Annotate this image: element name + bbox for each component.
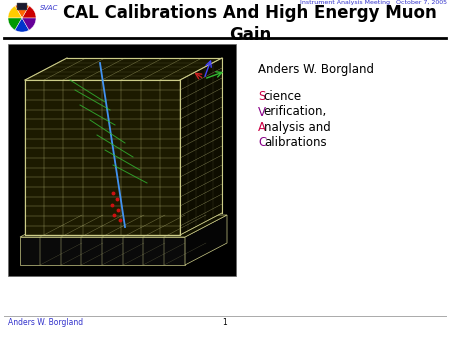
- Wedge shape: [22, 18, 36, 30]
- Bar: [25, 80, 180, 235]
- Text: S: S: [258, 90, 266, 103]
- Text: erification,: erification,: [264, 105, 327, 119]
- Bar: [20, 237, 185, 265]
- Text: Anders W. Borgland: Anders W. Borgland: [258, 63, 374, 76]
- Polygon shape: [185, 215, 227, 265]
- Wedge shape: [8, 6, 22, 18]
- Bar: [17, 3, 27, 10]
- Text: Instrument Analysis Meeting   October 7, 2005: Instrument Analysis Meeting October 7, 2…: [300, 0, 447, 5]
- Polygon shape: [25, 58, 222, 80]
- Text: C: C: [258, 137, 266, 149]
- Text: cience: cience: [264, 90, 302, 103]
- Text: V: V: [258, 105, 266, 119]
- Text: CAL Calibrations And High Energy Muon
Gain: CAL Calibrations And High Energy Muon Ga…: [63, 4, 437, 44]
- Text: 1: 1: [223, 318, 227, 327]
- Text: Anders W. Borgland: Anders W. Borgland: [8, 318, 83, 327]
- Text: nalysis and: nalysis and: [264, 121, 331, 134]
- Wedge shape: [15, 18, 29, 32]
- Polygon shape: [180, 58, 222, 235]
- Text: A: A: [258, 121, 266, 134]
- Wedge shape: [22, 6, 36, 18]
- Polygon shape: [20, 215, 227, 237]
- Wedge shape: [15, 4, 29, 18]
- Text: SVAC: SVAC: [40, 5, 58, 11]
- Text: alibrations: alibrations: [264, 137, 326, 149]
- Bar: [8, 44, 236, 276]
- Wedge shape: [8, 18, 22, 30]
